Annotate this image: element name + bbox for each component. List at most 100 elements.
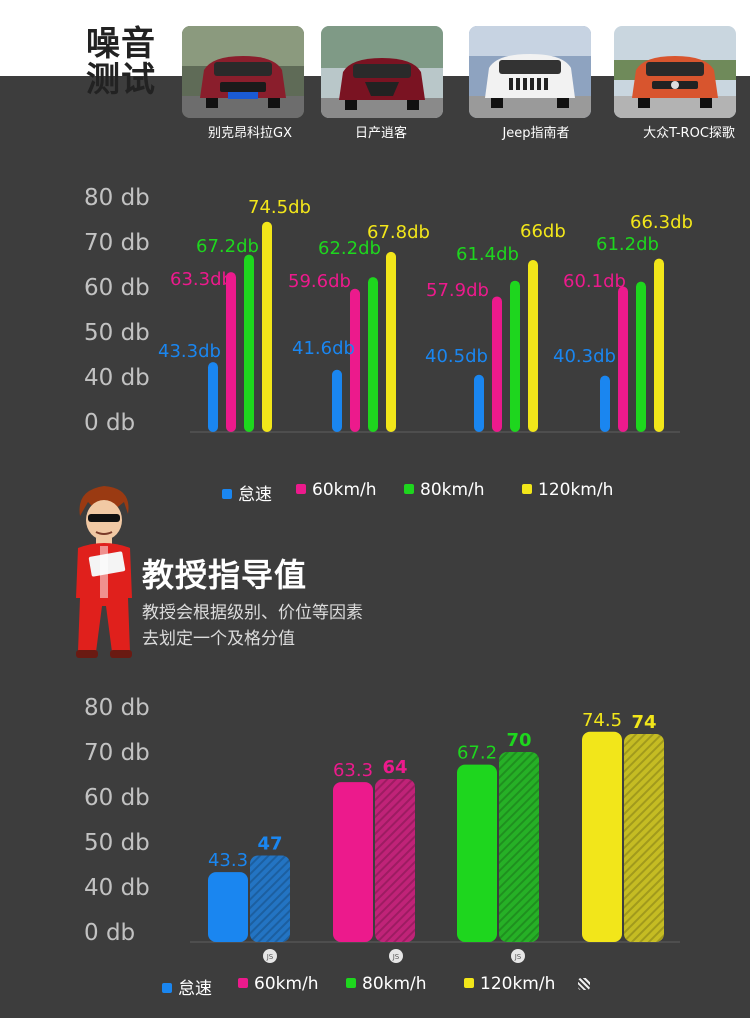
js-badge-text: JS: [392, 953, 400, 961]
bar-3-3: [654, 258, 664, 432]
data-label-2-2: 61.4db: [456, 244, 519, 265]
y-tick-label: 60 db: [84, 785, 150, 811]
data-label-2-3: 61.2db: [596, 234, 659, 255]
bar-3-1: [386, 251, 396, 432]
data-label-0-1: 63.3: [333, 760, 373, 781]
bar-2-2: [510, 280, 520, 432]
bar-1-1: [375, 779, 415, 942]
legend-80: 80km/h: [404, 480, 485, 500]
y-tick-label: 60 db: [84, 275, 150, 301]
js-badge: JS: [263, 949, 277, 963]
bar-2-1: [368, 277, 378, 432]
y-tick-label: 50 db: [84, 830, 150, 856]
professor-title: 教授指导值: [142, 556, 308, 594]
data-label-2-0: 67.2db: [196, 236, 259, 257]
noise-test-badge: 噪音 测试: [86, 26, 162, 100]
data-label-1-1: 59.6db: [288, 271, 351, 292]
bar-0-0: [208, 362, 218, 432]
data-label-1-0: 63.3db: [170, 269, 233, 290]
data-label-3-0: 74.5db: [248, 197, 311, 218]
bar-1-3: [618, 286, 628, 432]
data-label-0-3: 40.3db: [553, 346, 616, 367]
legend2-80: 80km/h: [346, 974, 427, 994]
badge-line-2: 测试: [86, 60, 156, 100]
js-badge: JS: [389, 949, 403, 963]
y-tick-label: 80 db: [84, 185, 150, 211]
data-label-1-2: 70: [506, 730, 531, 751]
chart1-legend: 怠速 60km/h 80km/h 120km/h: [0, 480, 750, 505]
data-label-1-3: 60.1db: [563, 271, 626, 292]
chart2-legend: 怠速 60km/h 80km/h 120km/h: [0, 974, 750, 999]
data-label-2-1: 62.2db: [318, 238, 381, 259]
data-label-1-1: 64: [382, 757, 407, 778]
car-image: [469, 26, 591, 118]
y-tick-label: 70 db: [84, 230, 150, 256]
js-badge-text: JS: [266, 953, 274, 961]
car-name-buick: 别克昂科拉GX: [208, 126, 292, 141]
js-badge-text: JS: [514, 953, 522, 961]
legend-idle: 怠速: [222, 480, 272, 505]
y-tick-label: 0 db: [84, 920, 135, 946]
hatch-swatch-icon: [578, 978, 590, 990]
car-photo-vw: [614, 26, 736, 118]
legend2-hatch: [578, 974, 590, 994]
data-label-0-0: 43.3: [208, 850, 248, 871]
guidance-chart: 80 db 70 db 60 db 50 db 40 db 0 db 43.3 63.3 67.…: [84, 695, 680, 963]
y-tick-label: 50 db: [84, 320, 150, 346]
bar-1-2: [499, 752, 539, 942]
professor-avatar: [76, 486, 132, 658]
data-label-0-1: 41.6db: [292, 338, 355, 359]
y-tick-label: 80 db: [84, 695, 150, 721]
car-photo-jeep: [469, 26, 591, 118]
bar-2-0: [244, 254, 254, 432]
data-label-1-3: 74: [631, 712, 656, 733]
bar-1-3: [624, 734, 664, 942]
bar-0-1: [332, 369, 342, 432]
bar-1-2: [492, 296, 502, 432]
y-tick-label: 70 db: [84, 740, 150, 766]
data-label-1-2: 57.9db: [426, 280, 489, 301]
bar-3-0: [262, 221, 272, 432]
legend-120: 120km/h: [522, 480, 613, 500]
bar-2-3: [636, 281, 646, 432]
legend2-idle: 怠速: [162, 974, 212, 999]
data-label-0-2: 40.5db: [425, 346, 488, 367]
car-photo-nissan: [321, 26, 443, 118]
legend2-60: 60km/h: [238, 974, 319, 994]
bar-0-2: [474, 374, 484, 432]
bar-0-0: [208, 872, 248, 942]
bar-0-1: [333, 782, 373, 942]
data-label-0-0: 43.3db: [158, 341, 221, 362]
bar-0-2: [457, 764, 497, 942]
bar-1-0: [226, 272, 236, 432]
js-badge: JS: [511, 949, 525, 963]
professor-description: 教授会根据级别、价位等因素 去划定一个及格分值: [142, 600, 363, 652]
bar-3-2: [528, 260, 538, 432]
badge-line-1: 噪音: [86, 24, 156, 64]
professor-desc-line-2: 去划定一个及格分值: [142, 629, 295, 649]
noise-test-chart: 80 db 70 db 60 db 50 db 40 db 0 db 43.3db 41.6d…: [84, 185, 693, 436]
car-image: [182, 26, 304, 118]
data-label-3-2: 66db: [520, 221, 566, 242]
data-label-3-1: 67.8db: [367, 222, 430, 243]
car-name-nissan: 日产逍客: [354, 126, 407, 141]
y-tick-label: 40 db: [84, 365, 150, 391]
car-image: [614, 26, 736, 118]
car-name-jeep: Jeep指南者: [502, 126, 570, 141]
data-label-1-0: 47: [257, 834, 282, 855]
bar-1-1: [350, 288, 360, 432]
car-image: [321, 26, 443, 118]
data-label-0-2: 67.2: [457, 743, 497, 764]
car-photo-buick: [182, 26, 304, 118]
professor-desc-line-1: 教授会根据级别、价位等因素: [142, 603, 363, 623]
y-tick-label: 40 db: [84, 875, 150, 901]
car-name-vw: 大众T-ROC探歌: [643, 126, 735, 141]
bar-0-3: [600, 375, 610, 432]
bar-0-3: [582, 731, 622, 942]
bar-1-0: [250, 855, 290, 942]
legend2-120: 120km/h: [464, 974, 555, 994]
data-label-0-3: 74.5: [582, 710, 622, 731]
y-tick-label: 0 db: [84, 410, 135, 436]
legend-60: 60km/h: [296, 480, 377, 500]
data-label-3-3: 66.3db: [630, 212, 693, 233]
